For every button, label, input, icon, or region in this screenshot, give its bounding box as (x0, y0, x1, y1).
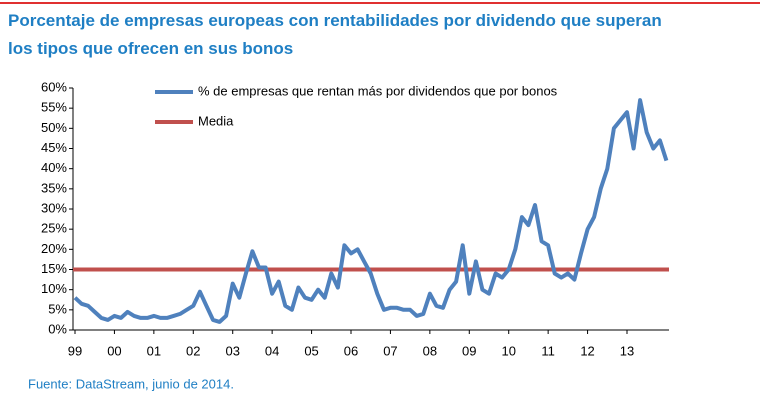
y-tick-label: 20% (41, 241, 67, 256)
x-tick-label: 03 (225, 343, 239, 358)
y-tick-label: 15% (41, 261, 67, 276)
series-line (73, 98, 669, 324)
y-tick-label: 30% (41, 200, 67, 215)
y-tick-label: 55% (41, 100, 67, 115)
y-tick-label: 10% (41, 281, 67, 296)
source: Fuente: DataStream, junio de 2014. (28, 376, 234, 391)
x-tick-label: 06 (344, 343, 358, 358)
x-tick-label: 04 (265, 343, 279, 358)
x-tick-label: 00 (107, 343, 121, 358)
y-tick-label: 45% (41, 140, 67, 155)
x-tick-label: 12 (580, 343, 594, 358)
y-tick-label: 0% (48, 321, 67, 336)
y-tick-label: 5% (48, 301, 67, 316)
y-tick-label: 60% (41, 79, 67, 94)
chart-title: Porcentaje de empresas europeas con rent… (8, 11, 662, 58)
y-tick-label: 40% (41, 160, 67, 175)
y-tick-label: 50% (41, 120, 67, 135)
x-tick-label: 02 (186, 343, 200, 358)
x-tick-label: 13 (620, 343, 634, 358)
x-tick-label: 99 (68, 343, 82, 358)
x-tick-label: 07 (383, 343, 397, 358)
legend-label: Media (198, 113, 234, 128)
x-tick-label: 09 (462, 343, 476, 358)
x-tick-label: 05 (304, 343, 318, 358)
y-tick-label: 35% (41, 180, 67, 195)
x-tick-label: 01 (147, 343, 161, 358)
x-tick-label: 10 (501, 343, 515, 358)
x-tick-label: 08 (423, 343, 437, 358)
y-tick-label: 25% (41, 221, 67, 236)
x-tick-label: 11 (541, 343, 555, 358)
legend-label: % de empresas que rentan más por dividen… (198, 83, 558, 98)
